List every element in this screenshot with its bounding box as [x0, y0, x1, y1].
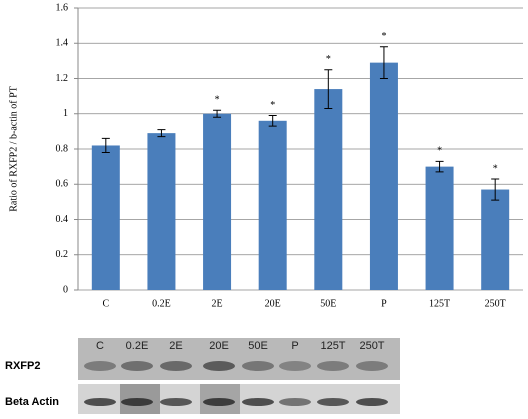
western-blot: RXFP2 Beta Actin C 0.2E 2E 20E 50E P 125T 250T [5, 338, 400, 414]
x-tick-label: 250T [485, 298, 506, 309]
y-axis-label: Ratio of RXFP2 / b-actin of PT [8, 86, 19, 212]
error-bar [213, 109, 222, 118]
blot-band [121, 398, 153, 406]
y-tick-label: 0.2 [56, 249, 69, 260]
blot-band [317, 361, 349, 371]
x-tick-label: 125T [429, 298, 450, 309]
significance-label: * [215, 95, 220, 106]
blot-band [160, 398, 192, 406]
error-bar [435, 160, 444, 173]
blot-row-label: Beta Actin [5, 396, 59, 408]
blot-band [121, 361, 153, 371]
lane-label: P [291, 340, 298, 352]
y-tick-label: 0 [63, 284, 68, 295]
significance-label: * [493, 163, 498, 174]
y-tick-label: 1.4 [56, 38, 69, 49]
error-bar [379, 46, 388, 79]
x-tick-label: C [102, 298, 109, 309]
bar [147, 133, 176, 290]
lane-label: 125T [320, 340, 345, 352]
x-tick-label: 2E [212, 298, 223, 309]
bar [258, 120, 287, 290]
x-tick-label: 0.2E [152, 298, 171, 309]
blot-band [356, 398, 388, 406]
blot-panel [78, 338, 400, 380]
significance-label: * [437, 146, 442, 157]
y-tick-label: 1 [63, 108, 68, 119]
bar [314, 89, 343, 290]
lane-label: 50E [248, 340, 268, 352]
lane-label: 0.2E [126, 340, 149, 352]
lane-label: 250T [359, 340, 384, 352]
blot-band [160, 361, 192, 371]
error-bar [268, 115, 277, 127]
y-tick-label: 1.6 [56, 2, 69, 13]
blot-band [317, 398, 349, 406]
x-tick-label: P [381, 298, 387, 309]
bar [203, 113, 232, 290]
blot-band [242, 361, 274, 371]
error-bar [157, 129, 166, 138]
blot-band [242, 398, 274, 406]
blot-band [279, 361, 311, 371]
blot-band [356, 361, 388, 371]
blot-row-label: RXFP2 [5, 360, 40, 372]
lane-label: 20E [209, 340, 229, 352]
significance-label: * [326, 54, 331, 65]
y-tick-label: 0.4 [56, 214, 69, 225]
blot-band [279, 398, 311, 406]
error-bar [324, 69, 333, 109]
y-tick-label: 0.8 [56, 143, 69, 154]
significance-label: * [270, 100, 275, 111]
error-bar [101, 137, 110, 154]
y-tick-label: 1.2 [56, 73, 69, 84]
error-bar [491, 178, 500, 201]
x-tick-label: 50E [320, 298, 336, 309]
lane-label: 2E [169, 340, 182, 352]
bar [91, 145, 120, 290]
blot-band [84, 398, 116, 406]
bar [425, 166, 454, 290]
x-tick-label: 20E [265, 298, 281, 309]
blot-gap [278, 380, 348, 384]
blot-band [203, 398, 235, 406]
blot-band [203, 361, 235, 371]
bar [369, 62, 398, 291]
lane-label: C [96, 340, 104, 352]
bar [481, 189, 510, 290]
y-tick-label: 0.6 [56, 179, 69, 190]
significance-label: * [381, 31, 386, 42]
blot-band [84, 361, 116, 371]
